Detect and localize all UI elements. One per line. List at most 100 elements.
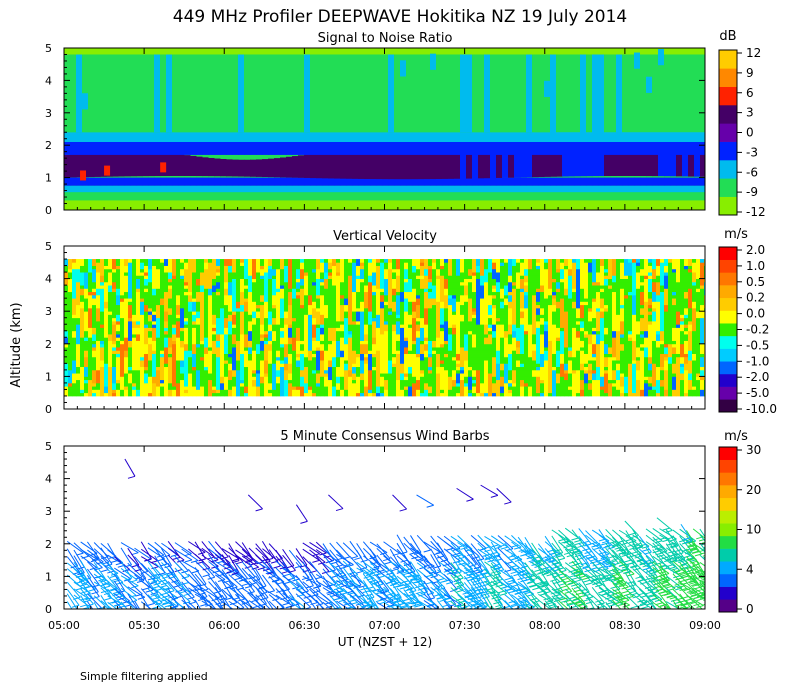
vv-cell <box>416 369 421 374</box>
vv-cell <box>396 376 401 381</box>
vv-cell <box>160 281 165 286</box>
snr-cell <box>490 141 497 155</box>
vv-cell <box>412 320 417 325</box>
vv-cell <box>276 259 281 263</box>
snr-cell <box>262 200 269 210</box>
snr-cell <box>184 54 191 133</box>
vv-cell <box>392 350 397 354</box>
vv-cell <box>68 259 73 263</box>
vv-cell <box>356 366 361 371</box>
vv-cell <box>416 275 421 279</box>
vv-cell <box>260 369 265 374</box>
vv-cell <box>172 363 177 368</box>
vv-cell <box>84 278 89 283</box>
vv-cell <box>352 347 357 351</box>
snr-cell <box>652 147 659 177</box>
vv-cell <box>204 350 209 354</box>
vv-cell <box>368 356 373 361</box>
vv-cell <box>304 369 309 374</box>
vv-cell <box>376 366 381 371</box>
vv-cell <box>372 340 377 345</box>
snr-cell <box>100 132 107 142</box>
vv-cell <box>432 320 437 325</box>
vv-cell <box>248 324 253 328</box>
vv-cell <box>292 275 297 279</box>
snr-cell <box>238 54 245 133</box>
vv-cell <box>88 366 93 371</box>
vv-cell <box>148 386 153 390</box>
vv-cell <box>352 298 357 302</box>
vv-cell <box>416 278 421 283</box>
vv-cell <box>164 262 169 266</box>
vv-cell <box>100 379 105 384</box>
snr-cell <box>382 141 389 155</box>
vv-cell <box>88 294 93 299</box>
vv-cell <box>228 265 233 270</box>
vv-cell <box>308 350 313 354</box>
vv-cell <box>408 386 413 390</box>
snr-cell <box>76 200 83 210</box>
vv-cell <box>160 307 165 312</box>
vv-cell <box>328 330 333 335</box>
vv-cell <box>128 353 133 358</box>
vv-cell <box>308 275 313 279</box>
vv-cell <box>348 337 353 341</box>
vv-cell <box>184 281 189 286</box>
y-tick-label: 5 <box>45 42 52 55</box>
vv-cell <box>332 350 337 354</box>
vv-cell <box>172 379 177 384</box>
vv-cell <box>292 272 297 276</box>
snr-cell <box>334 151 341 179</box>
vv-cell <box>216 285 221 289</box>
vv-cell <box>172 347 177 351</box>
vv-cell <box>232 366 237 371</box>
vv-cell <box>80 268 85 273</box>
vv-cell <box>292 259 297 263</box>
snr-cell <box>622 185 629 193</box>
snr-cell <box>64 48 71 55</box>
vv-cell <box>400 304 405 309</box>
vv-cell <box>212 285 217 289</box>
vv-cell <box>272 272 277 276</box>
vv-cell <box>236 373 241 377</box>
snr-cell <box>556 192 563 201</box>
vv-cell <box>432 379 437 384</box>
vv-cell <box>248 373 253 377</box>
vv-cell <box>152 327 157 332</box>
vv-cell <box>88 259 93 263</box>
vv-cell <box>240 376 245 381</box>
vv-cell <box>204 259 209 263</box>
vv-cell <box>160 317 165 322</box>
vv-cell <box>200 376 205 381</box>
vv-cell <box>428 301 433 306</box>
snr-cell <box>478 177 485 186</box>
vv-cell <box>272 389 277 394</box>
vv-cell <box>280 262 285 266</box>
vv-cell <box>188 291 193 296</box>
vv-cell <box>296 376 301 381</box>
vv-cell <box>80 285 85 289</box>
vv-cell <box>276 369 281 374</box>
snr-cell <box>220 48 227 55</box>
snr-cell <box>346 192 353 201</box>
vv-cell <box>348 366 353 371</box>
vv-cell <box>376 382 381 387</box>
vv-cell <box>240 366 245 371</box>
vv-cell <box>176 392 181 397</box>
snr-cell <box>448 54 455 133</box>
vv-cell <box>248 363 253 368</box>
snr-cell <box>100 185 107 193</box>
vv-cell <box>224 369 229 374</box>
vv-cell <box>188 389 193 394</box>
vv-cell <box>112 268 117 273</box>
vv-cell <box>428 360 433 364</box>
vv-cell <box>172 386 177 390</box>
vv-cell <box>428 382 433 387</box>
vv-cell <box>188 392 193 397</box>
snr-cell <box>82 177 89 186</box>
vv-cell <box>276 353 281 358</box>
vv-cell <box>224 272 229 276</box>
vv-cell <box>348 314 353 319</box>
vv-cell <box>196 369 201 374</box>
vv-cell <box>156 382 161 387</box>
